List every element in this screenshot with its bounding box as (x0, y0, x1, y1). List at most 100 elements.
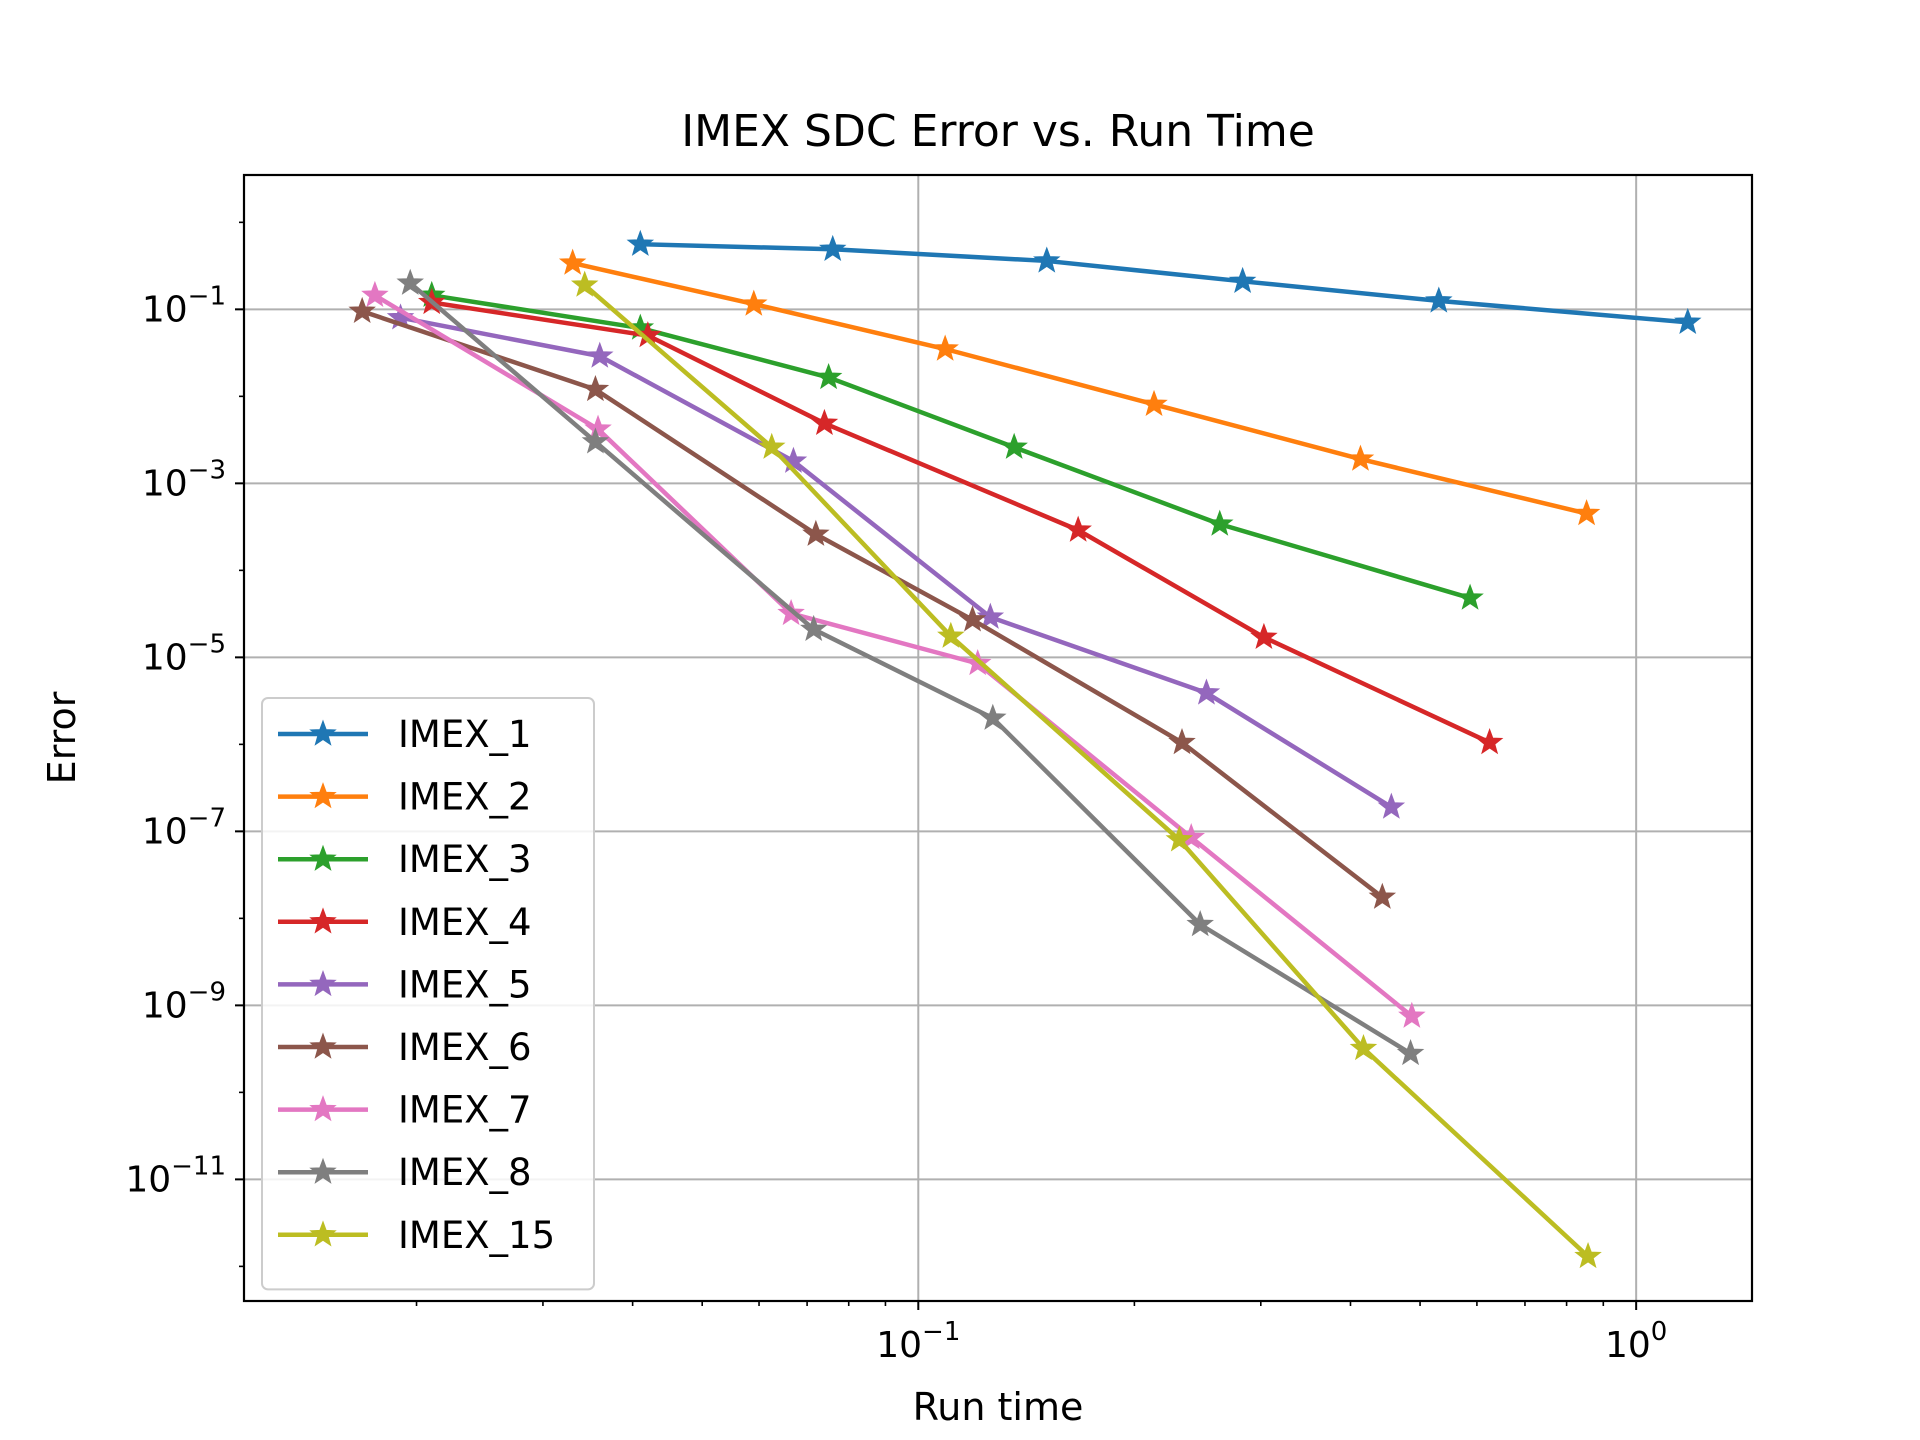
series-line (407, 279, 1414, 1057)
data-point-star (1456, 583, 1484, 610)
series-layer (348, 229, 1702, 1269)
data-point-star (779, 446, 808, 473)
legend-label: IMEX_5 (398, 963, 532, 1006)
series-line (429, 292, 1473, 601)
data-point-star (1250, 622, 1278, 649)
y-tick-label-exponent: −3 (188, 455, 226, 485)
legend-label: IMEX_2 (398, 776, 532, 819)
legend-marker-star (309, 844, 337, 871)
legend-label: IMEX_7 (398, 1089, 532, 1132)
data-point-star (1064, 515, 1092, 542)
series-line (371, 292, 1416, 1020)
data-point-star (1165, 825, 1194, 852)
legend-item: IMEX_8 (278, 1151, 532, 1194)
data-point-star (976, 602, 1005, 629)
data-point-star (1349, 1033, 1378, 1061)
series-imex-5 (386, 303, 1406, 819)
legend-marker-star (309, 907, 337, 934)
data-point-star (570, 270, 599, 297)
legend-item: IMEX_6 (278, 1026, 532, 1069)
data-point-star (931, 334, 959, 361)
data-point-star (361, 280, 389, 307)
data-point-star (979, 703, 1007, 730)
data-point-star (1192, 678, 1221, 705)
series-line (429, 299, 1493, 746)
data-point-star (1396, 1039, 1425, 1066)
data-point-star (1674, 307, 1702, 334)
y-tick-label-exponent: −1 (188, 281, 226, 311)
data-point-star (799, 614, 828, 642)
x-tick-label-base: 10 (876, 1325, 922, 1366)
legend-item: IMEX_7 (278, 1089, 532, 1132)
legend-marker-star (309, 1095, 337, 1122)
series-imex-1 (626, 229, 1702, 334)
data-point-star (586, 341, 614, 368)
x-tick-label-base: 10 (1605, 1325, 1651, 1366)
data-point-star (1033, 246, 1061, 273)
series-line (569, 260, 1590, 517)
legend-marker-star (309, 1220, 337, 1247)
data-point-star (958, 605, 987, 632)
y-tick-label-exponent: −9 (188, 977, 226, 1007)
data-point-star (581, 375, 610, 402)
series-line (638, 241, 1691, 325)
data-point-star (1206, 509, 1234, 536)
x-tick-label: 100 (1605, 1317, 1667, 1366)
y-axis-label: Error (40, 691, 84, 784)
legend-label: IMEX_4 (398, 901, 532, 944)
legend-item: IMEX_1 (278, 713, 532, 756)
data-point-star (1346, 444, 1375, 471)
data-point-star (1000, 432, 1028, 459)
data-point-star (584, 414, 612, 441)
data-point-star (1140, 389, 1168, 416)
y-tick-label-exponent: −5 (188, 629, 226, 659)
series-line (581, 281, 1592, 1260)
legend-box (261, 697, 595, 1291)
data-point-star (814, 362, 843, 390)
legend-item: IMEX_2 (278, 776, 532, 819)
legend-label: IMEX_15 (398, 1214, 555, 1257)
data-point-star (1186, 910, 1214, 937)
legend-item: IMEX_5 (278, 963, 532, 1006)
data-point-star (802, 519, 830, 546)
data-point-star (1572, 499, 1601, 526)
y-tick-label-base: 10 (142, 463, 188, 504)
y-tick-label: 10−9 (142, 977, 226, 1026)
x-tick-label-exponent: 0 (1651, 1317, 1668, 1347)
x-tick-label-exponent: −1 (922, 1317, 960, 1347)
series-imex-8 (396, 268, 1425, 1066)
legend-label: IMEX_1 (398, 713, 532, 756)
y-tick-label: 10−1 (142, 281, 226, 330)
axis-ticks (235, 221, 1638, 1310)
data-point-star (348, 296, 376, 323)
y-tick-label: 10−7 (142, 803, 226, 852)
series-imex-2 (558, 248, 1601, 526)
legend-marker-star (309, 969, 337, 997)
y-tick-label-base: 10 (142, 811, 188, 852)
data-point-star (1168, 728, 1196, 755)
y-tick-label-exponent: −7 (188, 803, 226, 833)
legend-marker-star (309, 719, 337, 746)
data-point-star (1475, 728, 1504, 755)
data-point-star (1228, 266, 1257, 293)
legend-item: IMEX_3 (278, 838, 532, 881)
y-tick-label-base: 10 (142, 637, 188, 678)
data-point-star (1425, 286, 1453, 313)
data-point-star (740, 289, 768, 316)
data-point-star (626, 229, 655, 256)
series-line (397, 315, 1395, 811)
y-tick-label-base: 10 (142, 985, 188, 1026)
series-imex-15 (570, 270, 1602, 1269)
legend: IMEX_1 IMEX_2 IMEX_3 IMEX_4 IMEX_5 IMEX_6 IMEX… (261, 697, 595, 1291)
plot-area-frame (242, 173, 1754, 1303)
x-axis-label: Run time (913, 1385, 1084, 1429)
data-point-star (1398, 1001, 1426, 1028)
data-point-star (581, 427, 610, 454)
data-point-star (396, 268, 424, 295)
legend-label: IMEX_8 (398, 1151, 532, 1194)
chart-title: IMEX SDC Error vs. Run Time (681, 106, 1315, 157)
data-point-star (558, 248, 587, 275)
legend-item: IMEX_4 (278, 901, 532, 944)
legend-label: IMEX_6 (398, 1026, 532, 1069)
